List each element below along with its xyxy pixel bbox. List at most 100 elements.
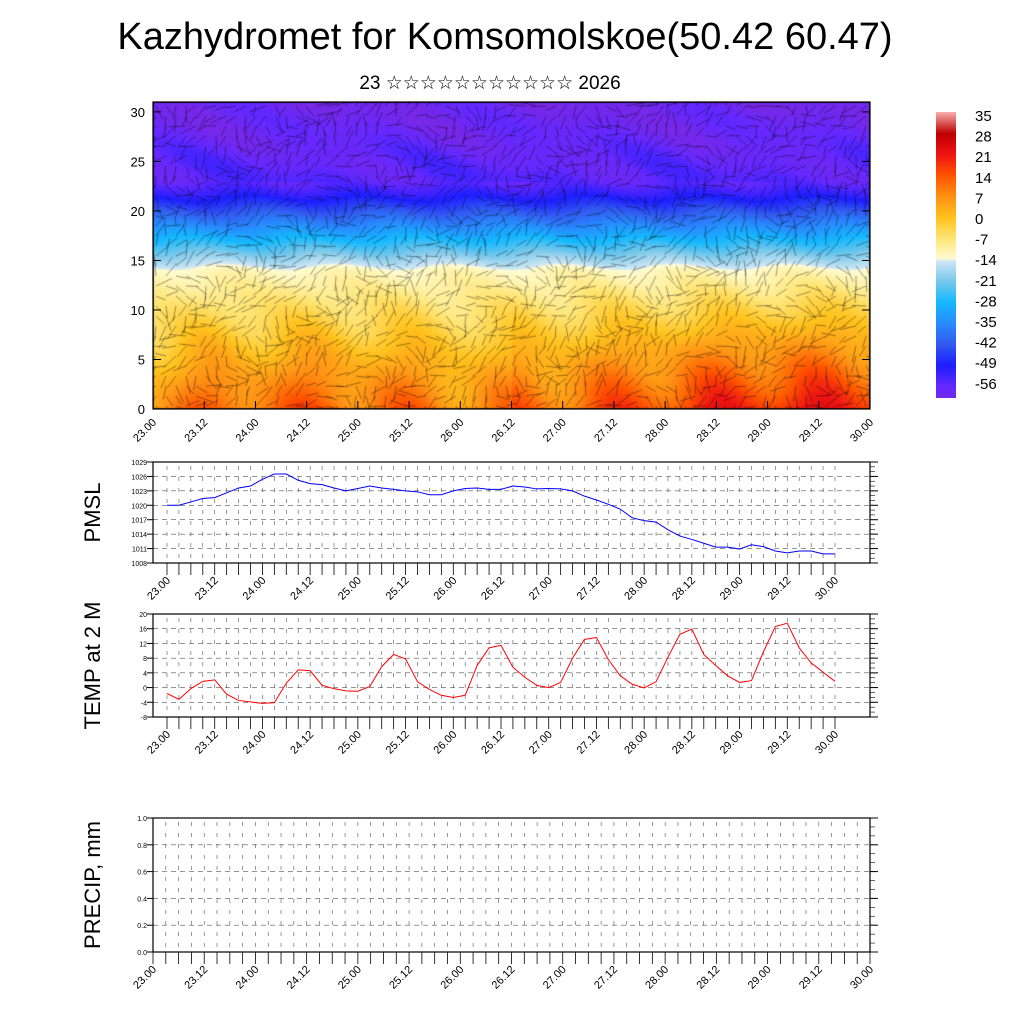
colorbar-label: 0 <box>975 211 983 228</box>
x-tick-label: 23.00 <box>145 575 173 603</box>
x-tick-label: 29.00 <box>718 575 746 603</box>
heatmap-frame <box>152 101 871 410</box>
x-tick-label: 29.00 <box>746 964 774 992</box>
x-tick-label: 26.12 <box>490 964 518 992</box>
x-tick-label: 27.12 <box>592 417 620 445</box>
y-tick-label: -4 <box>141 700 147 707</box>
chart-subtitle: 23 ☆☆☆☆☆☆☆☆☆☆☆ 2026 <box>359 73 621 94</box>
plot-frame <box>152 817 871 953</box>
x-tick-label: 23.12 <box>193 575 221 603</box>
y-tick-label: 0.6 <box>137 870 147 877</box>
y-tick-label: 1023 <box>131 489 147 496</box>
x-tick-label: 28.00 <box>622 729 650 757</box>
y-tick-label: 0.4 <box>137 896 147 903</box>
x-tick-label: 24.00 <box>241 729 269 757</box>
x-tick-label: 24.12 <box>288 729 316 757</box>
x-tick-label: 27.00 <box>541 417 569 445</box>
x-tick-label: 24.00 <box>241 575 269 603</box>
x-tick-label: 27.12 <box>592 964 620 992</box>
y-tick-label: 12 <box>139 641 147 648</box>
x-tick-label: 25.12 <box>387 964 415 992</box>
y-tick-label: 5 <box>138 352 145 367</box>
x-tick-label: 28.12 <box>695 964 723 992</box>
chart-title: Kazhydromet for Komsomolskoe(50.42 60.47… <box>117 16 893 58</box>
x-tick-label: 28.12 <box>670 729 698 757</box>
x-tick-label: 28.00 <box>643 964 671 992</box>
y-tick-label: 1020 <box>131 503 147 510</box>
x-tick-label: 25.00 <box>336 417 364 445</box>
x-tick-label: 30.00 <box>848 964 876 992</box>
x-tick-label: 24.00 <box>234 964 262 992</box>
y-tick-label: 1011 <box>132 547 147 554</box>
y-tick-label: 10 <box>131 303 145 318</box>
colorbar-label: 7 <box>975 190 983 207</box>
x-tick-label: 26.00 <box>431 575 459 603</box>
x-tick-label: 29.12 <box>765 575 793 603</box>
x-tick-label: 23.12 <box>182 964 210 992</box>
x-tick-label: 27.12 <box>575 729 603 757</box>
x-tick-label: 23.12 <box>193 729 221 757</box>
x-tick-label: 25.12 <box>384 729 412 757</box>
colorbar-label: 14 <box>975 170 992 187</box>
x-tick-label: 28.12 <box>695 417 723 445</box>
y-tick-label: 0 <box>143 686 147 693</box>
x-tick-label: 25.12 <box>384 575 412 603</box>
colorbar-label: -49 <box>975 355 997 372</box>
x-tick-label: 29.12 <box>797 417 825 445</box>
y-tick-label: 20 <box>139 612 147 619</box>
x-tick-label: 23.00 <box>131 417 159 445</box>
x-tick-label: 23.00 <box>131 964 159 992</box>
y-tick-label: 20 <box>131 204 145 219</box>
colorbar-label: -42 <box>975 335 997 352</box>
x-tick-label: 25.00 <box>336 729 364 757</box>
colorbar-label: -7 <box>975 232 988 249</box>
x-tick-label: 25.00 <box>336 964 364 992</box>
x-tick-label: 29.00 <box>746 417 774 445</box>
x-tick-label: 26.00 <box>438 964 466 992</box>
x-tick-label: 30.00 <box>813 575 841 603</box>
x-tick-label: 26.12 <box>490 417 518 445</box>
x-tick-label: 28.00 <box>643 417 671 445</box>
y-tick-label: 16 <box>139 627 147 634</box>
y-tick-label: 4 <box>143 671 147 678</box>
x-tick-label: 23.00 <box>145 729 173 757</box>
x-tick-label: 25.00 <box>336 575 364 603</box>
x-tick-label: 29.00 <box>718 729 746 757</box>
x-tick-label: 26.12 <box>479 729 507 757</box>
y-tick-label: 1026 <box>131 474 147 481</box>
y-tick-label: 0.2 <box>137 923 147 930</box>
y-tick-label: 1014 <box>131 532 147 539</box>
x-tick-label: 24.12 <box>285 417 313 445</box>
x-tick-label: 26.00 <box>438 417 466 445</box>
x-tick-label: 26.12 <box>479 575 507 603</box>
y-tick-label: 8 <box>143 656 147 663</box>
x-tick-label: 29.12 <box>765 729 793 757</box>
y-axis-label: PMSL <box>80 483 105 543</box>
colorbar <box>936 112 956 398</box>
x-tick-label: 30.00 <box>848 417 876 445</box>
plot-frame <box>152 461 871 564</box>
heatmap-wind-field <box>153 102 870 409</box>
x-tick-label: 27.00 <box>527 729 555 757</box>
colorbar-label: -28 <box>975 293 997 310</box>
x-tick-label: 28.12 <box>670 575 698 603</box>
y-axis-label: PRECIP, mm <box>80 821 105 949</box>
x-tick-label: 27.00 <box>541 964 569 992</box>
y-tick-label: 1017 <box>131 518 147 525</box>
x-tick-label: 24.12 <box>285 964 313 992</box>
colorbar-label: -56 <box>975 376 997 393</box>
x-tick-label: 25.12 <box>387 417 415 445</box>
y-tick-label: 1029 <box>131 460 147 467</box>
y-tick-label: 25 <box>131 154 145 169</box>
y-tick-label: 0 <box>138 402 145 417</box>
x-tick-label: 27.12 <box>575 575 603 603</box>
x-tick-label: 24.12 <box>288 575 316 603</box>
y-tick-label: 0.8 <box>137 843 147 850</box>
y-axis-label: TEMP at 2 M <box>80 602 105 730</box>
y-tick-label: 1.0 <box>137 816 147 823</box>
y-tick-label: 15 <box>131 253 145 268</box>
x-tick-label: 28.00 <box>622 575 650 603</box>
y-tick-label: 1008 <box>131 561 147 568</box>
x-tick-label: 30.00 <box>813 729 841 757</box>
